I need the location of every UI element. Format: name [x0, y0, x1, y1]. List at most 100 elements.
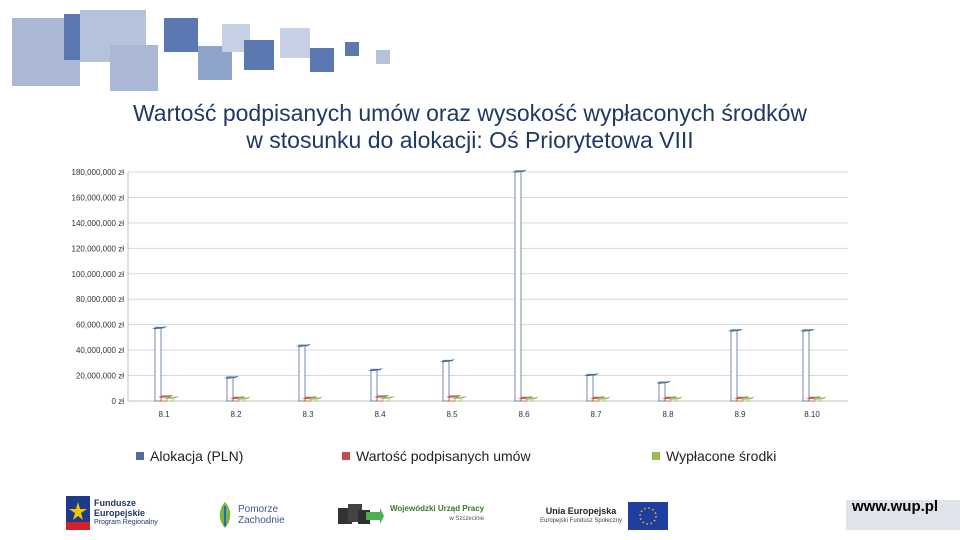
bar-chart: 0 zł 20,000,000 zł 40,000,000 zł 60,000,000… [72, 168, 848, 419]
wup-line1: Wojewódzki Urząd Pracy [390, 504, 485, 513]
legend-item-alokacja: Alokacja (PLN) [136, 448, 243, 464]
bar-cap [734, 396, 749, 400]
legend-item-wyplacone: Wypłacone środki [652, 448, 776, 464]
pomorze-line1: Pomorze [238, 504, 279, 515]
legend-label: Wypłacone środki [666, 448, 777, 464]
bar-cap [800, 328, 815, 332]
bar-cap [806, 396, 821, 400]
bar-cap [668, 396, 683, 400]
bar-cap [524, 396, 539, 400]
legend-label: Wartość podpisanych umów [356, 448, 531, 464]
bar-cap [590, 396, 605, 400]
bar-cap [158, 394, 173, 398]
bar [370, 368, 378, 402]
bar-cap [380, 396, 395, 400]
bar-cap [296, 344, 311, 348]
bar-cap [236, 396, 251, 400]
bar [298, 344, 306, 402]
wup-logo: Wojewódzki Urząd Pracy w Szczecinie [336, 500, 484, 528]
bar-cap [446, 394, 461, 398]
deco-square [64, 14, 80, 60]
y-tick-label: 160,000,000 zł [72, 193, 125, 202]
y-tick-label: 20,000,000 zł [76, 372, 124, 381]
eu-flag-icon [628, 502, 669, 530]
x-tick-label: 8.6 [518, 410, 530, 419]
deco-square [280, 28, 310, 58]
chart-legend: Alokacja (PLN) Wartość podpisanych umów … [0, 448, 960, 468]
y-tick-label: 0 zł [112, 397, 125, 406]
bar-cap [518, 396, 533, 400]
bar [658, 381, 666, 402]
website-url[interactable]: www.wup.pl [846, 500, 960, 530]
bar [802, 329, 810, 402]
x-tick-label: 8.10 [804, 410, 820, 419]
y-tick-label: 180,000,000 zł [72, 168, 125, 177]
deco-square [310, 48, 334, 72]
x-tick-label: 8.9 [734, 410, 746, 419]
y-tick-label: 140,000,000 zł [72, 219, 125, 228]
bar-cap [368, 368, 383, 372]
bar-cap [224, 375, 239, 379]
bar [442, 359, 450, 402]
fe-line3: Program Regionalny [94, 519, 158, 526]
wup-line2: w Szczecinie [449, 516, 485, 522]
deco-square [345, 42, 359, 56]
bar-cap [512, 169, 527, 173]
ue-line1: Unia Europejska [545, 506, 617, 516]
deco-square [164, 18, 198, 52]
fe-star-icon [66, 496, 90, 530]
bar-cap [152, 326, 167, 330]
bar [154, 326, 162, 402]
pomorze-leaf-icon [219, 502, 231, 528]
bar [514, 170, 522, 402]
x-tick-label: 8.3 [302, 410, 314, 419]
deco-square [110, 45, 158, 91]
bar [226, 376, 234, 402]
bar-cap [452, 396, 467, 400]
bar-cap [584, 373, 599, 377]
ue-line2: Europejski Fundusz Społeczny [540, 518, 623, 524]
wup-blocks-icon [338, 504, 384, 524]
x-tick-label: 8.1 [158, 410, 170, 419]
x-tick-label: 8.4 [374, 410, 386, 419]
legend-label: Alokacja (PLN) [150, 448, 244, 464]
unia-europejska-logo: Unia Europejska Europejski Fundusz Społe… [540, 502, 669, 530]
x-tick-label: 8.7 [590, 410, 602, 419]
pomorze-line2: Zachodnie [238, 515, 285, 526]
legend-swatch [342, 452, 350, 460]
bar-cap [302, 396, 317, 400]
fe-line1: Fundusze [94, 498, 136, 508]
bar [730, 329, 738, 402]
bar-cap [656, 380, 671, 384]
title-line-2: w stosunku do alokacji: Oś Priorytetowa … [246, 127, 694, 153]
bar-cap [308, 396, 323, 400]
bar-cap [164, 396, 179, 400]
legend-swatch [136, 452, 144, 460]
title-line-1: Wartość podpisanych umów oraz wysokość w… [132, 100, 808, 126]
footer-logos: Fundusze Europejskie Program Regionalny … [0, 492, 960, 540]
bar-cap [374, 394, 389, 398]
bar-cap [662, 396, 677, 400]
x-tick-label: 8.8 [662, 410, 674, 419]
bar-cap [596, 396, 611, 400]
bar-cap [740, 396, 755, 400]
pomorze-zachodnie-logo: Pomorze Zachodnie [214, 500, 285, 530]
slide-title: Wartość podpisanych umów oraz wysokość w… [100, 100, 840, 154]
bar-cap [440, 359, 455, 363]
deco-square [376, 50, 390, 64]
legend-swatch [652, 452, 660, 460]
y-tick-label: 40,000,000 zł [76, 346, 124, 355]
deco-square [244, 40, 274, 70]
bar-cap [230, 396, 245, 400]
y-tick-label: 120,000,000 zł [72, 244, 125, 253]
bar-cap [812, 396, 827, 400]
y-tick-label: 100,000,000 zł [72, 270, 125, 279]
fundusze-europejskie-logo: Fundusze Europejskie Program Regionalny [66, 496, 158, 530]
x-tick-label: 8.5 [446, 410, 458, 419]
bar [586, 373, 594, 402]
bar-cap [728, 328, 743, 332]
legend-item-umowy: Wartość podpisanych umów [342, 448, 531, 464]
y-tick-label: 60,000,000 zł [76, 321, 124, 330]
x-tick-label: 8.2 [230, 410, 242, 419]
y-tick-label: 80,000,000 zł [76, 295, 124, 304]
